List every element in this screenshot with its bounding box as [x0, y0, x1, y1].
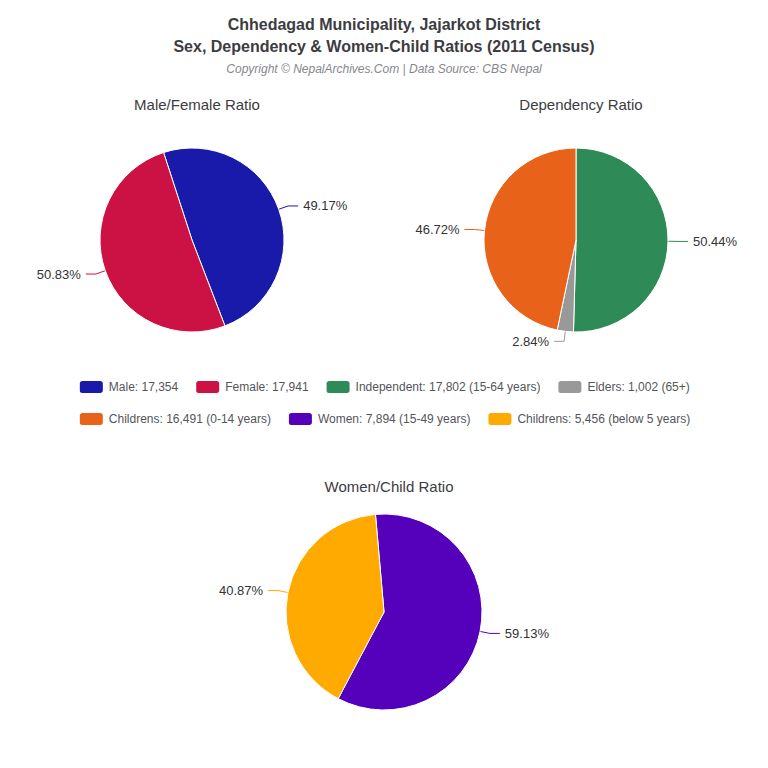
svg-text:50.83%: 50.83%: [37, 267, 82, 282]
svg-text:Male: 17,354: Male: 17,354: [109, 380, 179, 394]
svg-text:49.17%: 49.17%: [303, 198, 348, 213]
svg-text:Copyright © NepalArchives.Com: Copyright © NepalArchives.Com | Data Sou…: [226, 62, 542, 76]
svg-text:2.84%: 2.84%: [512, 334, 549, 349]
svg-text:Male/Female Ratio: Male/Female Ratio: [134, 96, 260, 113]
svg-text:Childrens: 5,456 (below 5 year: Childrens: 5,456 (below 5 years): [517, 412, 690, 426]
svg-text:Chhedagad Municipality, Jajark: Chhedagad Municipality, Jajarkot Distric…: [228, 16, 541, 33]
svg-text:46.72%: 46.72%: [415, 222, 460, 237]
svg-text:Elders: 1,002 (65+): Elders: 1,002 (65+): [587, 380, 689, 394]
svg-text:50.44%: 50.44%: [693, 234, 738, 249]
svg-text:Dependency Ratio: Dependency Ratio: [519, 96, 642, 113]
svg-text:Independent: 17,802 (15-64 yea: Independent: 17,802 (15-64 years): [356, 380, 541, 394]
svg-text:59.13%: 59.13%: [505, 626, 550, 641]
svg-text:40.87%: 40.87%: [219, 583, 264, 598]
svg-text:Childrens: 16,491 (0-14 years): Childrens: 16,491 (0-14 years): [109, 412, 271, 426]
svg-text:Female: 17,941: Female: 17,941: [225, 380, 309, 394]
svg-text:Women: 7,894 (15-49 years): Women: 7,894 (15-49 years): [318, 412, 471, 426]
svg-text:Sex, Dependency & Women-Child: Sex, Dependency & Women-Child Ratios (20…: [173, 38, 594, 55]
svg-text:Women/Child Ratio: Women/Child Ratio: [325, 478, 454, 495]
